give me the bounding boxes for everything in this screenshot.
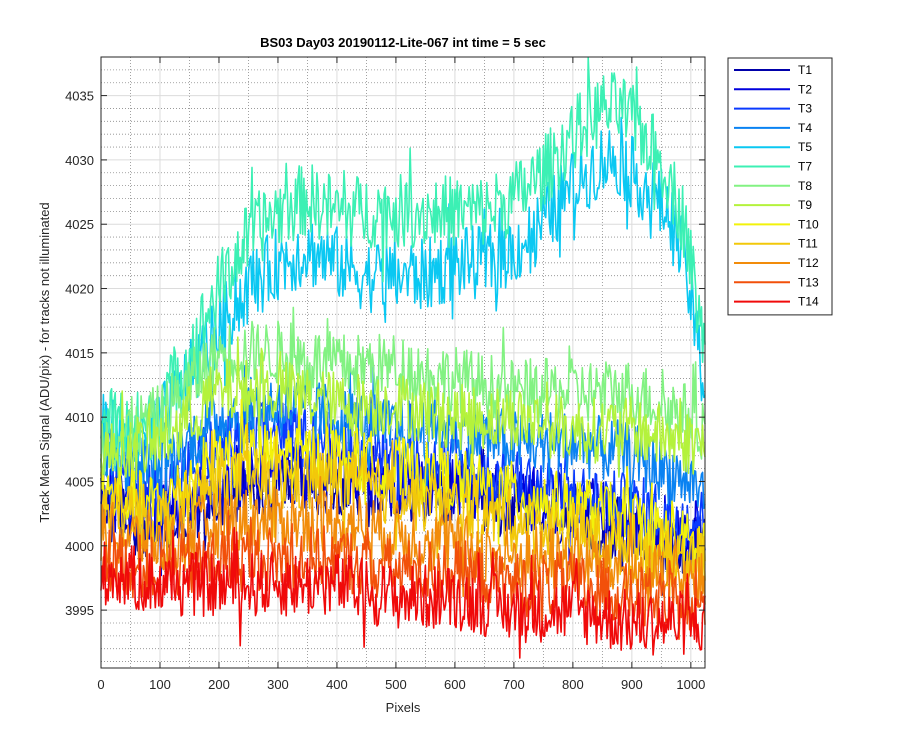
x-tick-label: 700 — [503, 677, 525, 692]
series-line-t7 — [100, 56, 706, 465]
legend-label: T7 — [798, 160, 812, 174]
chart-title: BS03 Day03 20190112-Lite-067 int time = … — [260, 35, 546, 50]
series-line-t9 — [100, 336, 706, 488]
legend-item: T12 — [734, 256, 819, 270]
legend-item: T5 — [734, 140, 812, 154]
legend-item: T1 — [734, 63, 812, 77]
legend: T1 T2 T3 T4 T5 T7 T8 T9 T10 T11 T12 T13 T14 — [727, 57, 833, 316]
series-line-t5 — [100, 116, 706, 472]
series-line-t14 — [100, 526, 706, 659]
legend-label: T11 — [798, 237, 818, 251]
legend-item: T11 — [734, 237, 818, 251]
legend-label: T10 — [798, 217, 819, 231]
x-tick-label: 1000 — [676, 677, 705, 692]
y-tick-label: 4025 — [65, 217, 94, 232]
legend-label: T2 — [798, 82, 812, 96]
legend-item: T13 — [734, 275, 819, 289]
y-tick-label: 3995 — [65, 603, 94, 618]
legend-item: T3 — [734, 102, 812, 116]
legend-item: T7 — [734, 160, 812, 174]
legend-label: T12 — [798, 256, 819, 270]
x-tick-label: 900 — [621, 677, 643, 692]
x-tick-label: 200 — [208, 677, 230, 692]
legend-label: T13 — [798, 275, 819, 289]
series-line-t8 — [100, 306, 706, 475]
legend-item: T2 — [734, 82, 812, 96]
legend-label: T1 — [798, 63, 812, 77]
legend-item: T4 — [734, 121, 812, 135]
y-tick-label: 4015 — [65, 346, 94, 361]
legend-label: T3 — [798, 102, 812, 116]
y-tick-label: 4020 — [65, 282, 94, 297]
legend-label: T5 — [798, 140, 812, 154]
y-tick-label: 4030 — [65, 153, 94, 168]
plot-frame — [100, 56, 706, 669]
y-axis-label: Track Mean Signal (ADU/pix) - for tracks… — [37, 202, 52, 522]
x-tick-label: 300 — [267, 677, 289, 692]
legend-label: T8 — [798, 179, 812, 193]
y-tick-label: 4005 — [65, 474, 94, 489]
legend-label: T9 — [798, 198, 812, 212]
legend-label: T14 — [798, 295, 819, 309]
y-tick-label: 4000 — [65, 539, 94, 554]
x-tick-label: 500 — [385, 677, 407, 692]
legend-item: T14 — [734, 295, 819, 309]
x-tick-label: 800 — [562, 677, 584, 692]
x-tick-labels: 0 100 200 300 400 500 600 700 800 900 1000 — [97, 677, 705, 692]
legend-item: T8 — [734, 179, 812, 193]
legend-label: T4 — [798, 121, 812, 135]
series-layer — [100, 56, 706, 659]
x-axis-label: Pixels — [386, 700, 421, 715]
legend-item: T9 — [734, 198, 812, 212]
x-tick-label: 100 — [149, 677, 171, 692]
y-tick-labels: 3995 4000 4005 4010 4015 4020 4025 4030 4035 — [65, 89, 94, 619]
y-tick-label: 4010 — [65, 410, 94, 425]
x-tick-label: 600 — [444, 677, 466, 692]
y-tick-label: 4035 — [65, 89, 94, 104]
x-tick-label: 400 — [326, 677, 348, 692]
x-tick-label: 0 — [97, 677, 104, 692]
axis-ticks — [100, 57, 705, 668]
legend-item: T10 — [734, 217, 819, 231]
